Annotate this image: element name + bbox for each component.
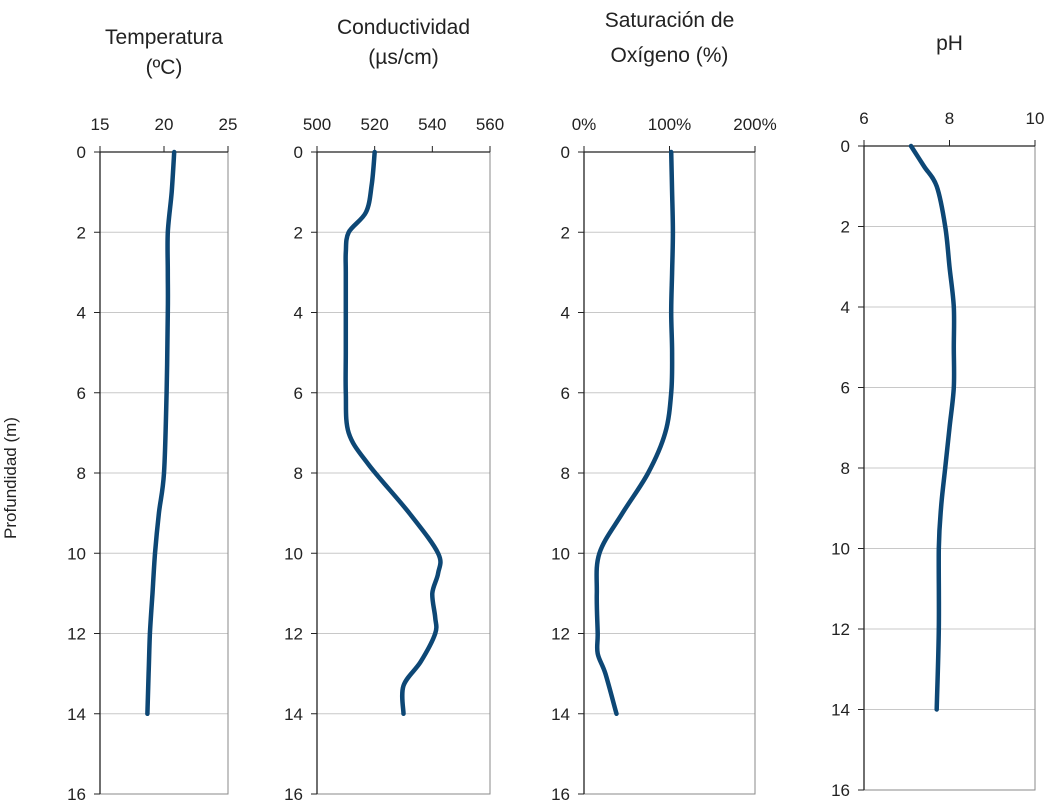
panel-title: Saturación de <box>605 9 735 32</box>
y-tick-label: 4 <box>77 304 86 323</box>
y-tick-label: 16 <box>67 785 86 804</box>
x-tick-label: 6 <box>859 109 868 128</box>
y-tick-label: 14 <box>284 705 303 724</box>
profile-line <box>145 149 177 717</box>
x-tick-label: 200% <box>733 115 776 134</box>
y-tick-label: 2 <box>841 218 850 237</box>
profile-panel: 15 20 25 0 2 4 6 8 10 12 14 16 Temperatura (ºC) <box>67 26 237 804</box>
y-tick-label: 14 <box>551 705 570 724</box>
y-tick-label: 2 <box>294 223 303 242</box>
x-tick-label: 100% <box>648 115 691 134</box>
y-axis-label: Profundidad (m) <box>1 417 20 539</box>
profile-panel: 0% 100% 200% 0 2 4 6 8 10 12 14 16 Saturación de Oxíg… <box>551 9 777 804</box>
x-tick-label: 15 <box>91 115 110 134</box>
y-tick-label: 10 <box>831 540 850 559</box>
x-tick-label: 560 <box>476 115 504 134</box>
y-tick-label: 6 <box>294 384 303 403</box>
profile-panel: 6 8 10 0 2 4 6 8 10 12 14 16 pH <box>831 32 1044 800</box>
y-tick-label: 12 <box>551 625 570 644</box>
x-tick-label: 520 <box>360 115 388 134</box>
x-tick-label: 25 <box>219 115 238 134</box>
profile-panel: 500 520 540 560 0 2 4 6 8 10 12 14 16 Conductividad (µ… <box>284 16 504 804</box>
y-tick-label: 8 <box>294 464 303 483</box>
y-tick-label: 6 <box>77 384 86 403</box>
y-tick-label: 0 <box>77 143 86 162</box>
y-tick-label: 12 <box>67 625 86 644</box>
y-tick-label: 10 <box>284 544 303 563</box>
y-tick-label: 0 <box>561 143 570 162</box>
y-tick-label: 4 <box>294 304 303 323</box>
profile-line <box>908 143 957 712</box>
y-tick-label: 16 <box>284 785 303 804</box>
x-tick-label: 8 <box>945 109 954 128</box>
y-tick-label: 16 <box>551 785 570 804</box>
profile-line <box>594 149 676 717</box>
y-tick-label: 2 <box>561 223 570 242</box>
y-tick-label: 16 <box>831 781 850 800</box>
panel-title: (ºC) <box>146 56 183 79</box>
y-tick-label: 10 <box>67 544 86 563</box>
y-tick-label: 14 <box>67 705 86 724</box>
x-tick-label: 540 <box>418 115 446 134</box>
panel-title: Conductividad <box>337 16 470 39</box>
y-tick-label: 10 <box>551 544 570 563</box>
x-tick-label: 0% <box>572 115 597 134</box>
y-tick-label: 12 <box>284 625 303 644</box>
y-tick-label: 4 <box>841 298 850 317</box>
panel-title: pH <box>936 32 963 55</box>
panel-title: Oxígeno (%) <box>611 44 729 67</box>
x-tick-label: 10 <box>1026 109 1045 128</box>
y-tick-label: 8 <box>77 464 86 483</box>
y-tick-label: 4 <box>561 304 570 323</box>
y-tick-label: 2 <box>77 223 86 242</box>
panel-title: (µs/cm) <box>368 46 438 69</box>
x-tick-label: 20 <box>155 115 174 134</box>
y-tick-label: 8 <box>841 459 850 478</box>
y-tick-label: 14 <box>831 701 850 720</box>
y-tick-label: 0 <box>294 143 303 162</box>
profile-line <box>343 149 443 717</box>
y-tick-label: 12 <box>831 620 850 639</box>
y-tick-label: 8 <box>561 464 570 483</box>
y-tick-label: 6 <box>841 379 850 398</box>
panel-title: Temperatura <box>105 26 223 49</box>
y-tick-label: 0 <box>841 137 850 156</box>
y-tick-label: 6 <box>561 384 570 403</box>
x-tick-label: 500 <box>303 115 331 134</box>
